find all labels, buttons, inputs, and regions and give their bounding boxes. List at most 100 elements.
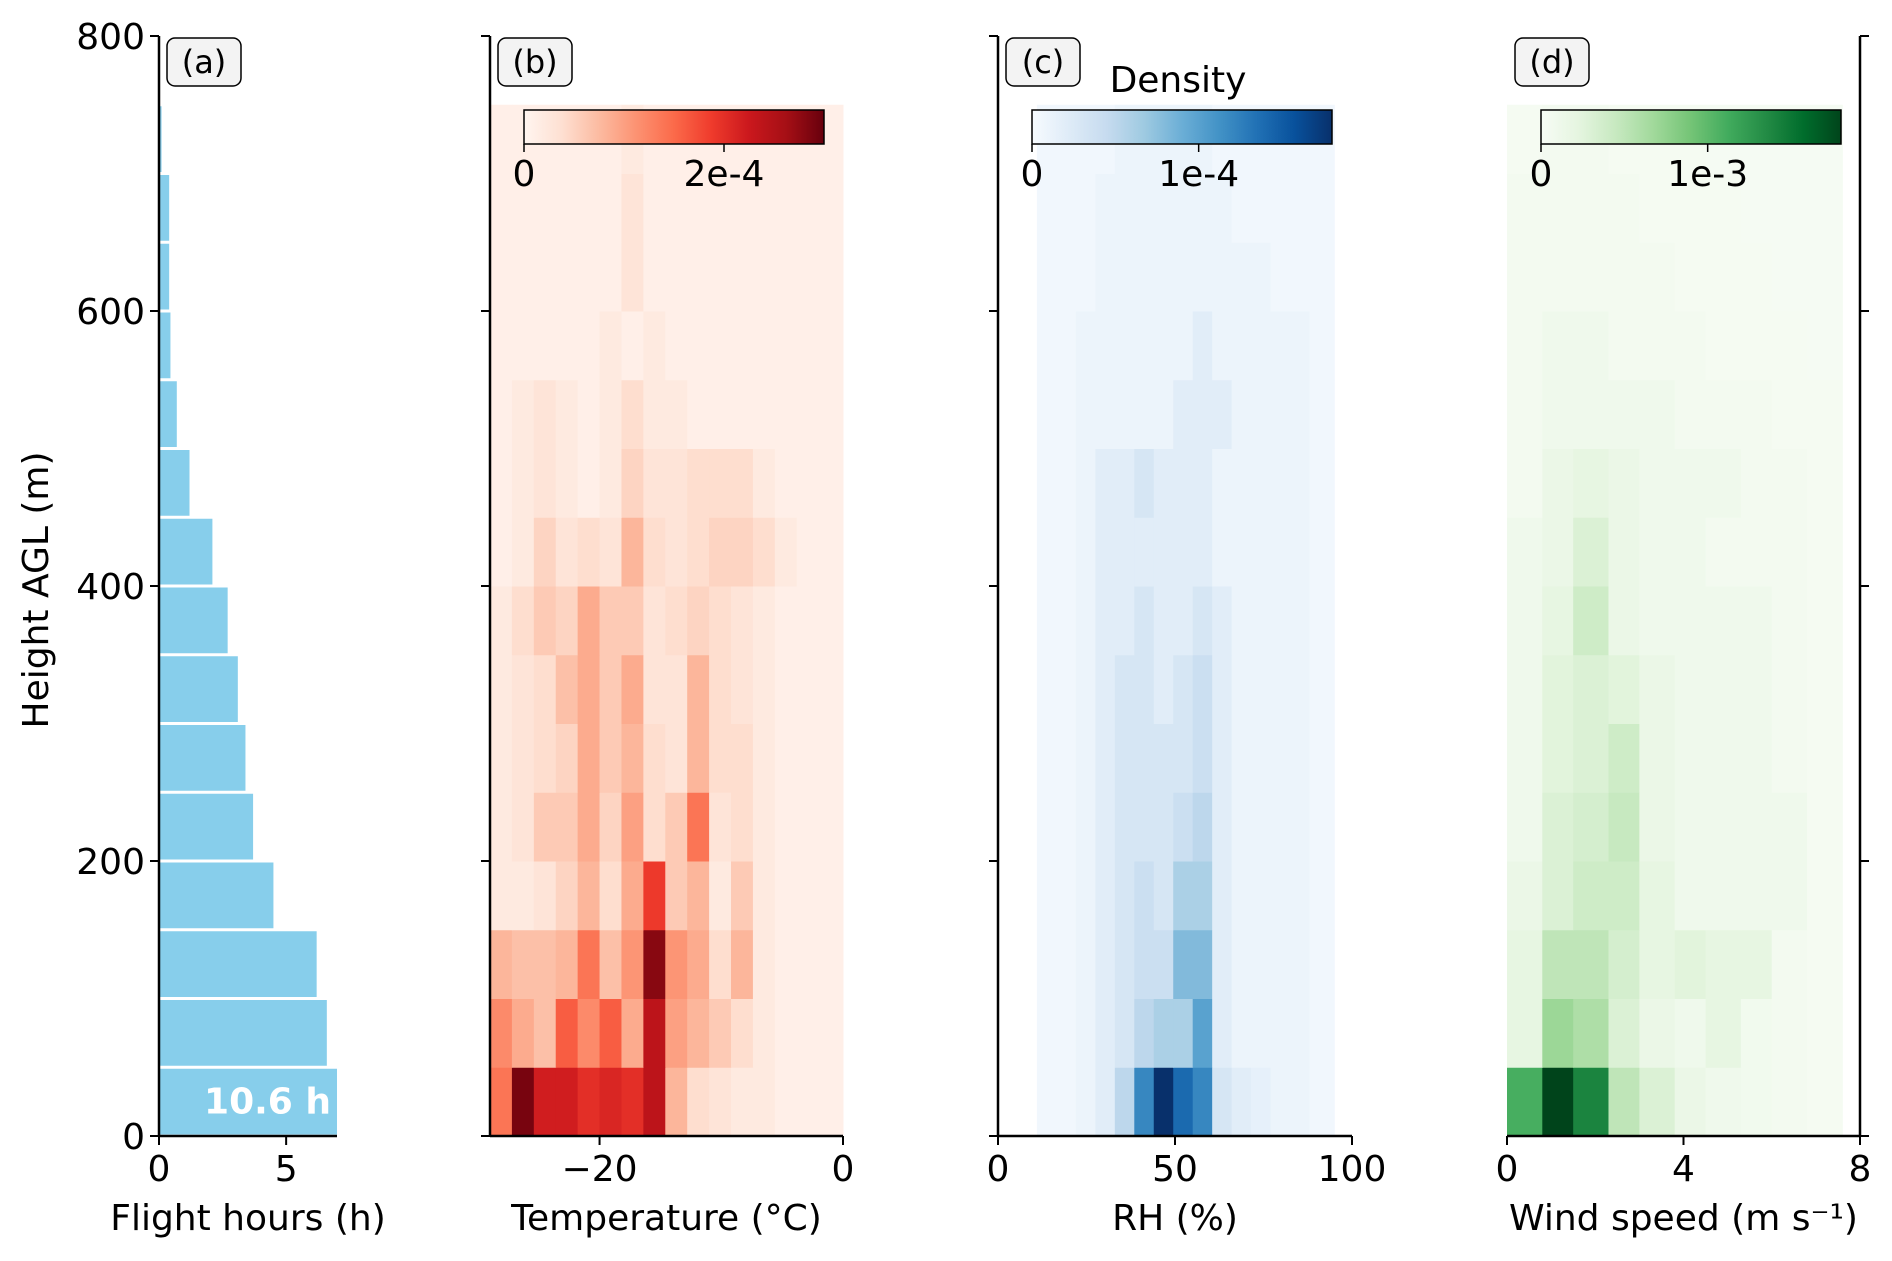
heatmap-cell	[1573, 1067, 1609, 1137]
x-tick-label: 100	[1318, 1149, 1387, 1190]
heatmap-cell	[1114, 173, 1135, 243]
heatmap-cell	[731, 517, 754, 587]
heatmap-cell	[1705, 654, 1742, 724]
heatmap-cell	[1270, 1067, 1291, 1137]
heatmap-cell	[1192, 1067, 1213, 1137]
heatmap-cell	[1192, 654, 1213, 724]
heatmap-cell	[1542, 448, 1574, 518]
heatmap-cell	[511, 723, 535, 793]
heatmap-cell	[1771, 1067, 1808, 1137]
heatmap-cell	[1173, 517, 1194, 587]
heatmap-cell	[665, 311, 688, 381]
heatmap-cell	[1036, 1067, 1057, 1137]
heatmap-cell	[555, 311, 579, 381]
heatmap-cell	[1705, 723, 1742, 793]
heatmap-cell	[621, 586, 644, 656]
heatmap-cell	[555, 586, 579, 656]
heatmap-cell	[1134, 448, 1155, 518]
heatmap-cell	[643, 173, 666, 243]
heatmap-cell	[1192, 242, 1213, 312]
heatmap-cell	[1542, 379, 1574, 449]
heatmap-cell	[687, 586, 710, 656]
x-tick-label: −20	[562, 1149, 638, 1190]
heatmap-cell	[1807, 1067, 1843, 1137]
bar	[159, 381, 177, 447]
heatmap-cell	[796, 929, 820, 999]
panel-label-box	[1514, 37, 1590, 87]
heatmap-cell	[1639, 998, 1676, 1068]
heatmap-cell	[818, 242, 844, 312]
heatmap-cell	[621, 242, 644, 312]
heatmap-cell	[555, 1067, 579, 1137]
heatmap-cell	[490, 1067, 513, 1137]
heatmap-cell	[1231, 1067, 1252, 1137]
heatmap-cell	[752, 173, 776, 243]
heatmap-cell	[621, 929, 644, 999]
heatmap-cell	[1771, 723, 1808, 793]
heatmap-cell	[555, 173, 579, 243]
heatmap-cell	[555, 929, 579, 999]
heatmap-cell	[752, 379, 776, 449]
heatmap-cell	[1134, 173, 1155, 243]
heatmap-cell	[1608, 723, 1640, 793]
heatmap-cell	[709, 311, 732, 381]
heatmap-cell	[621, 792, 644, 862]
heatmap-cell	[709, 173, 732, 243]
heatmap-cell	[1134, 654, 1155, 724]
heatmap-cell	[796, 173, 820, 243]
heatmap-cell	[1740, 586, 1773, 656]
colorbar	[1540, 109, 1842, 145]
heatmap-cell	[1134, 311, 1155, 381]
heatmap-cell	[1212, 311, 1233, 381]
heatmap-cell	[818, 1067, 844, 1137]
heatmap-cell	[1056, 998, 1077, 1068]
heatmap-cell	[511, 311, 535, 381]
heatmap-cell	[731, 242, 754, 312]
heatmap-cell	[1056, 517, 1077, 587]
heatmap-cell	[577, 1067, 601, 1137]
heatmap-cell	[1270, 861, 1291, 931]
heatmap-cell	[774, 517, 798, 587]
heatmap-cell	[1056, 654, 1077, 724]
heatmap-cell	[1251, 654, 1272, 724]
heatmap-cell	[577, 379, 601, 449]
heatmap-cell	[490, 242, 513, 312]
heatmap-cell	[774, 792, 798, 862]
heatmap-cell	[599, 311, 622, 381]
heatmap-cell	[1153, 792, 1174, 862]
heatmap-cell	[1807, 654, 1843, 724]
heatmap-cell	[490, 861, 513, 931]
heatmap-cell	[1231, 929, 1252, 999]
heatmap-cell	[796, 1067, 820, 1137]
heatmap-cell	[490, 792, 513, 862]
heatmap-cell	[577, 723, 601, 793]
heatmap-cell	[796, 517, 820, 587]
heatmap-cell	[1771, 792, 1808, 862]
heatmap-cell	[1114, 517, 1135, 587]
heatmap-cell	[490, 379, 513, 449]
heatmap-cell	[1251, 861, 1272, 931]
bar	[159, 1068, 337, 1135]
heatmap-cell	[1270, 311, 1291, 381]
heatmap-cell	[1309, 1067, 1335, 1137]
heatmap-cell	[1153, 586, 1174, 656]
heatmap-cell	[752, 861, 776, 931]
heatmap-cell	[1507, 654, 1543, 724]
heatmap-cell	[1095, 929, 1116, 999]
heatmap-cell	[1173, 654, 1194, 724]
heatmap-cell	[1771, 448, 1808, 518]
heatmap-cell	[1192, 311, 1213, 381]
heatmap-cell	[599, 586, 622, 656]
heatmap-cell	[1095, 517, 1116, 587]
heatmap-cell	[555, 998, 579, 1068]
heatmap-cell	[1309, 311, 1335, 381]
heatmap-cell	[643, 929, 666, 999]
heatmap-cell	[1608, 311, 1640, 381]
heatmap-cell	[709, 448, 732, 518]
heatmap-cell	[1740, 173, 1773, 243]
heatmap-cell	[533, 1067, 557, 1137]
heatmap-cell	[1192, 448, 1213, 518]
heatmap-cell	[1507, 311, 1543, 381]
heatmap-cell	[599, 654, 622, 724]
heatmap-cell	[1270, 929, 1291, 999]
